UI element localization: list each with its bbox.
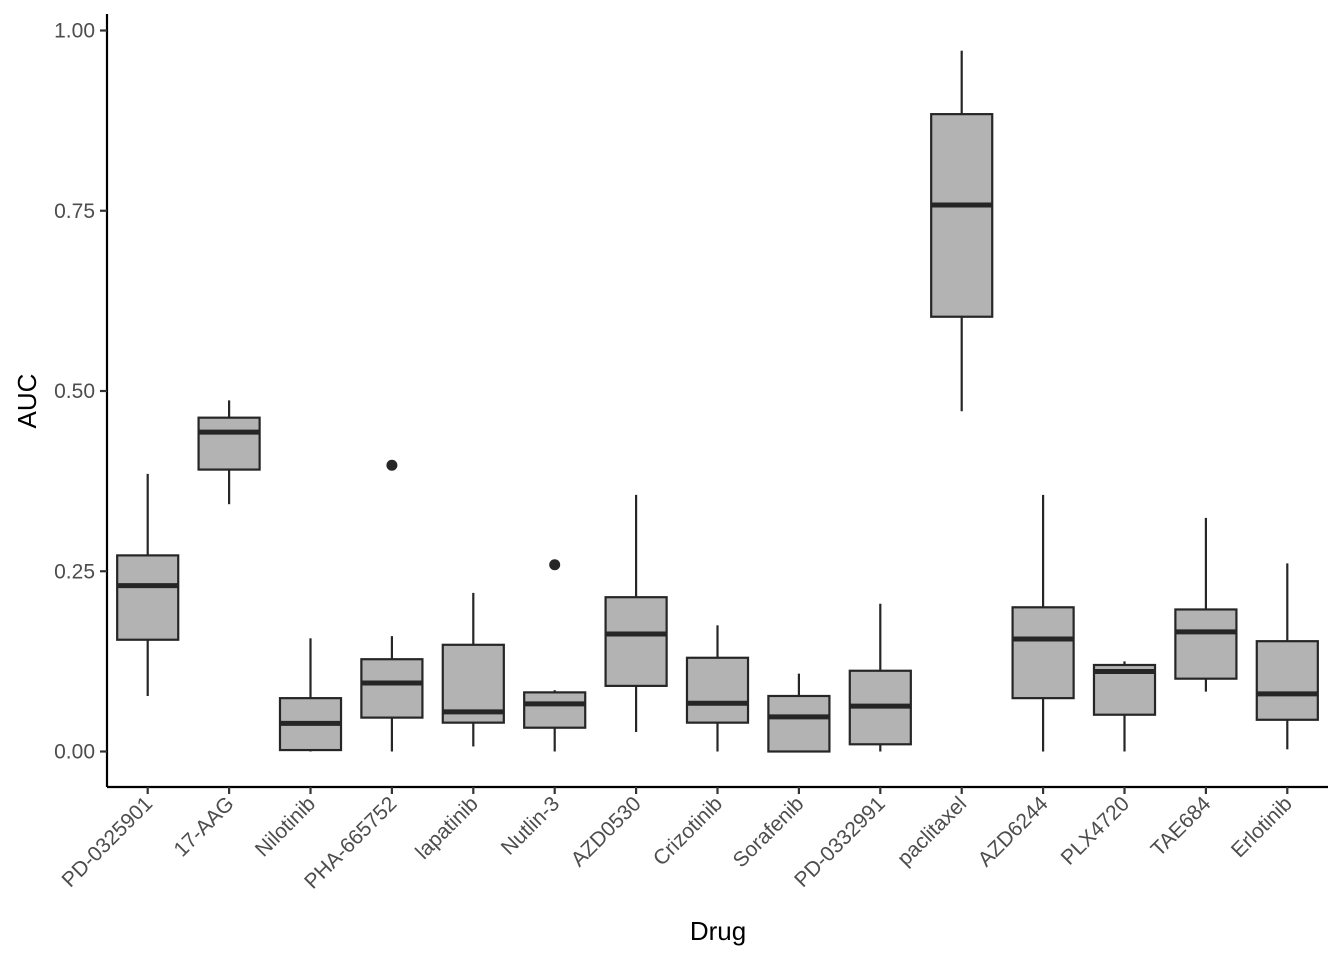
box-PLX4720 bbox=[1092, 661, 1157, 752]
box-body bbox=[116, 554, 180, 641]
box-paclitaxel bbox=[930, 50, 994, 412]
box-body bbox=[604, 596, 668, 687]
box-Erlotinib bbox=[1255, 563, 1319, 750]
y-tick-label: 0.50 bbox=[54, 380, 95, 403]
plot-area bbox=[116, 50, 1319, 753]
box-Nutlin-3 bbox=[523, 559, 587, 752]
x-tick-label: TAE684 bbox=[1147, 792, 1216, 861]
box-TAE684 bbox=[1174, 517, 1238, 692]
box-PHA-665752 bbox=[360, 459, 424, 752]
box-PD-0325901 bbox=[116, 473, 180, 696]
x-tick-label: Nilotinib bbox=[251, 792, 320, 861]
x-tick-label: Sorafenib bbox=[729, 792, 809, 872]
x-tick-label: Crizotinib bbox=[649, 792, 727, 870]
x-tick-label: AZD6244 bbox=[974, 792, 1053, 871]
x-tick-label: PD-0325901 bbox=[58, 792, 158, 892]
box-body bbox=[930, 113, 994, 318]
y-tick-label: 0.00 bbox=[54, 741, 95, 764]
y-axis: 0.00 0.25 0.50 0.75 1.00 bbox=[54, 14, 109, 787]
y-tick-label: 0.75 bbox=[54, 200, 95, 223]
box-body bbox=[360, 658, 424, 719]
x-tick-label: AZD0530 bbox=[567, 792, 646, 871]
outlier-point bbox=[386, 459, 398, 471]
box-body bbox=[197, 416, 261, 471]
box-AZD0530 bbox=[604, 494, 668, 733]
y-tick-label: 1.00 bbox=[54, 20, 95, 43]
box-Nilotinib bbox=[278, 638, 343, 752]
box-lapatinib bbox=[441, 592, 505, 747]
outlier-point bbox=[549, 559, 561, 571]
y-tick-label: 0.25 bbox=[54, 560, 95, 583]
x-tick-label: 17-AAG bbox=[170, 792, 239, 861]
box-body bbox=[767, 694, 831, 753]
y-axis-title: AUC bbox=[12, 374, 42, 429]
x-tick-label: lapatinib bbox=[411, 792, 483, 864]
x-tick-label: Erlotinib bbox=[1227, 792, 1297, 862]
box-Crizotinib bbox=[685, 625, 750, 752]
box-Sorafenib bbox=[767, 673, 831, 753]
x-axis-title: Drug bbox=[690, 916, 746, 946]
box-body bbox=[1174, 608, 1238, 680]
x-tick-label: PLX4720 bbox=[1057, 792, 1134, 869]
box-body bbox=[523, 691, 587, 729]
x-tick-label: Nutlin-3 bbox=[497, 792, 564, 859]
box-body bbox=[1011, 606, 1075, 700]
box-body bbox=[685, 656, 750, 724]
box-17-AAG bbox=[197, 400, 261, 505]
box-AZD6244 bbox=[1011, 494, 1075, 752]
x-tick-label: paclitaxel bbox=[893, 792, 971, 870]
box-body bbox=[1255, 640, 1319, 721]
box-PD-0332991 bbox=[848, 603, 912, 752]
